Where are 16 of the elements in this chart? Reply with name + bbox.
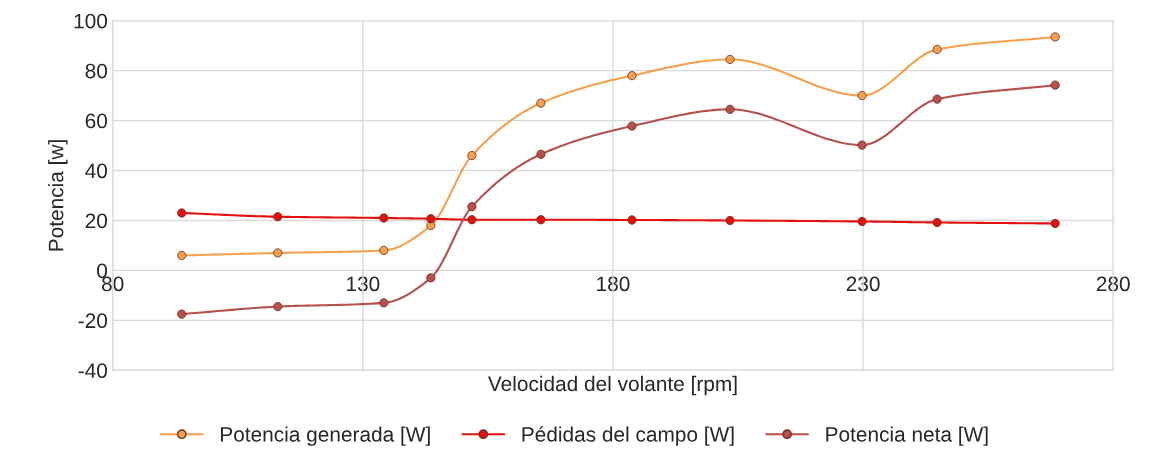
legend-label: Potencia neta [W] <box>826 426 988 446</box>
x-tick-label: 280 <box>1096 276 1130 292</box>
y-tick-label: -40 <box>78 363 108 379</box>
y-tick-label: 80 <box>85 63 108 79</box>
legend-label: Pédidas del campo [W] <box>522 426 734 446</box>
x-axis-title: Velocidad del volante [rpm] <box>487 375 737 396</box>
x-tick-label: 130 <box>347 276 380 292</box>
y-tick-label: 20 <box>85 213 108 229</box>
y-axis-title: Potencia [w] <box>48 140 68 251</box>
y-tick-label: 40 <box>85 163 108 179</box>
y-tick-label: 100 <box>74 13 108 29</box>
x-tick-label: 180 <box>597 276 630 292</box>
x-tick-label: 230 <box>846 276 880 292</box>
y-tick-label: 60 <box>85 113 108 129</box>
y-tick-label: -20 <box>78 313 108 329</box>
legend-label: Potencia generada [W] <box>221 426 430 446</box>
